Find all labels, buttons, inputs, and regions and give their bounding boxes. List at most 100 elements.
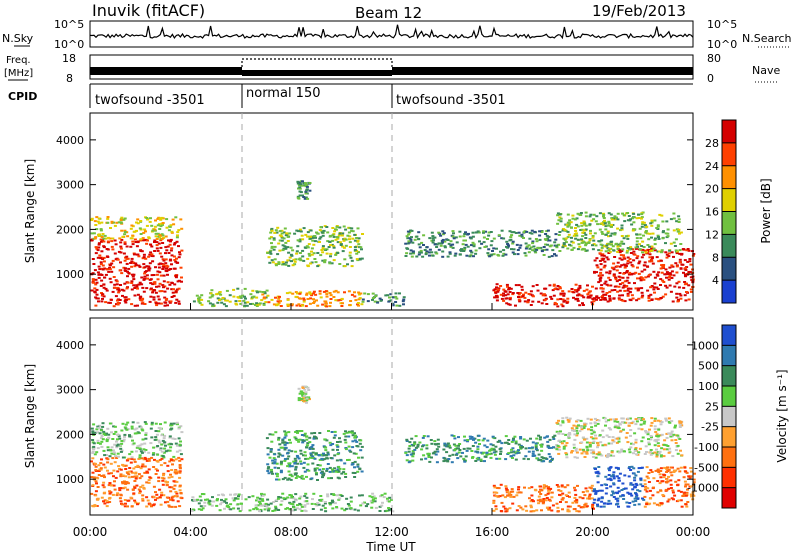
colorbar-swatch-1 <box>722 142 736 167</box>
nsky-panel: 10^5 10^0 10^5 10^0 N.Sky N.Search <box>2 18 792 51</box>
nsky-tick-bottom: 10^0 <box>54 38 84 51</box>
colorbar-swatch-4 <box>722 211 736 235</box>
colorbar-swatch-8 <box>722 487 736 509</box>
power-colorbar: 28 24 20 16 12 8 4 <box>705 119 737 304</box>
x-tick-label-6: 00:00 <box>676 525 711 539</box>
colorbar-tick-7: -1000 <box>687 482 719 495</box>
heatmap-region-1 <box>90 421 184 459</box>
colorbar-tick-6: 4 <box>712 274 719 287</box>
colorbar-swatch-7 <box>722 467 736 489</box>
power-y-label: Slant Range [km] <box>23 159 37 263</box>
colorbar-tick-1: 24 <box>705 160 719 173</box>
y-tick-label-2: 3000 <box>56 384 84 397</box>
x-tick-label-3: 12:00 <box>374 525 409 539</box>
heatmap-region-8 <box>492 283 596 308</box>
colorbar-swatch-2 <box>722 365 736 387</box>
freq-panel: 18 8 80 0 Freq. [MHz] Nave <box>4 52 780 85</box>
heatmap-region-3 <box>265 430 364 481</box>
colorbar-swatch-1 <box>722 345 736 367</box>
heatmap-region-10 <box>555 416 684 459</box>
cpid-segment-0: twofsound -3501 <box>95 93 205 108</box>
colorbar-swatch-6 <box>722 447 736 468</box>
nave-tick-bottom: 0 <box>707 72 714 85</box>
heatmap-region-2 <box>190 492 269 513</box>
colorbar-swatch-0 <box>722 325 736 346</box>
freq-tick-bottom: 8 <box>66 72 73 85</box>
heatmap-region-4 <box>260 492 395 513</box>
colorbar-swatch-0 <box>722 120 736 144</box>
colorbar-tick-1: 500 <box>698 360 719 373</box>
colorbar-swatch-4 <box>722 406 736 428</box>
heatmap-region-7 <box>492 483 595 513</box>
velocity-y-ticks: 1000 2000 3000 4000 <box>56 339 693 486</box>
colorbar-tick-4: 12 <box>705 228 719 241</box>
heatmap-region-10 <box>555 211 683 254</box>
y-tick-label-3: 4000 <box>56 134 84 147</box>
colorbar-swatch-6 <box>722 257 736 281</box>
x-tick-label-1: 04:00 <box>173 525 208 539</box>
power-y-ticks: 1000 2000 3000 4000 <box>56 134 693 281</box>
freq-tick-top: 18 <box>62 52 76 65</box>
colorbar-tick-4: -25 <box>701 421 719 434</box>
heatmap-region-5 <box>297 385 311 404</box>
heatmap-region-7 <box>404 229 558 258</box>
colorbar-tick-2: 20 <box>705 183 719 196</box>
colorbar-tick-0: 1000 <box>691 339 719 352</box>
x-axis-ticks: 00:00 04:00 08:00 12:00 16:00 20:00 00:00 <box>73 303 711 539</box>
power-heatmap <box>90 180 696 308</box>
colorbar-swatch-3 <box>722 188 736 212</box>
nsky-trace <box>89 24 694 40</box>
velocity-heatmap <box>90 385 696 513</box>
colorbar-swatch-2 <box>722 165 736 190</box>
cpid-segment-2: twofsound -3501 <box>396 93 506 108</box>
heatmap-region-0 <box>90 238 184 308</box>
cpid-panel: CPID twofsound -3501 normal 150 twofsoun… <box>8 83 693 108</box>
y-tick-label-0: 1000 <box>56 268 84 281</box>
velocity-colorbar: 1000 500 100 25 -25 -100 -500 -1000 <box>687 324 737 509</box>
heatmap-region-3 <box>261 289 364 308</box>
x-tick-label-4: 16:00 <box>475 525 510 539</box>
x-tick-label-5: 20:00 <box>575 525 610 539</box>
y-tick-label-1: 2000 <box>56 223 84 236</box>
velocity-colorbar-label: Velocity [m s⁻¹] <box>775 369 789 462</box>
heatmap-region-9 <box>592 247 696 303</box>
x-axis-label: Time UT <box>365 540 416 554</box>
colorbar-tick-6: -500 <box>694 461 719 474</box>
colorbar-tick-5: 8 <box>712 251 719 264</box>
date-label: 19/Feb/2013 <box>592 2 686 20</box>
power-panel: 1000 2000 3000 4000 Slant Range [km] 28 24 20… <box>23 112 773 311</box>
x-tick-label-0: 00:00 <box>73 525 108 539</box>
heatmap-region-9 <box>643 465 696 508</box>
colorbar-swatch-7 <box>722 280 736 304</box>
colorbar-swatch-5 <box>722 234 736 258</box>
x-tick-label-2: 08:00 <box>274 525 309 539</box>
heatmap-region-0 <box>90 456 184 508</box>
nave-tick-top: 80 <box>707 52 721 65</box>
colorbar-tick-3: 16 <box>705 206 719 219</box>
nsearch-label: N.Search <box>742 32 792 45</box>
cpid-segment-1: normal 150 <box>246 86 321 101</box>
beam-label: Beam 12 <box>355 4 422 22</box>
colorbar-swatch-5 <box>722 426 736 448</box>
colorbar-tick-2: 100 <box>698 380 719 393</box>
heatmap-region-2 <box>192 287 269 308</box>
nsky-tick-top: 10^5 <box>54 18 84 31</box>
nsearch-tick-top: 10^5 <box>707 18 737 31</box>
velocity-y-label: Slant Range [km] <box>23 364 37 468</box>
heatmap-region-5 <box>296 180 312 200</box>
y-tick-label-3: 4000 <box>56 339 84 352</box>
freq-label-line1: Freq. <box>6 55 31 66</box>
freq-label-line2: [MHz] <box>4 68 33 79</box>
y-tick-label-2: 3000 <box>56 179 84 192</box>
colorbar-tick-5: -100 <box>694 441 719 454</box>
colorbar-tick-0: 28 <box>705 137 719 150</box>
heatmap-region-8 <box>592 465 646 508</box>
heatmap-region-4 <box>266 225 364 268</box>
nsearch-tick-bottom: 10^0 <box>707 38 737 51</box>
power-colorbar-label: Power [dB] <box>759 178 773 243</box>
velocity-panel: 1000 2000 3000 4000 Slant Range [km] 1000 50… <box>23 317 789 516</box>
plot-title: Inuvik (fitACF) <box>92 1 205 20</box>
nsky-label: N.Sky <box>2 32 34 45</box>
nave-label: Nave <box>752 64 780 77</box>
